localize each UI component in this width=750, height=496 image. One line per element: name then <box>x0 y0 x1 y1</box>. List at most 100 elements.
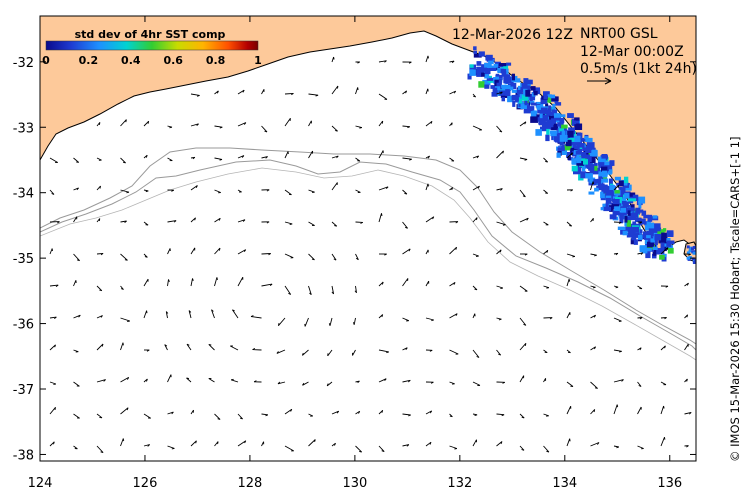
sst-pixel <box>585 163 591 168</box>
sst-pixel <box>599 184 604 190</box>
sst-pixel <box>622 201 629 208</box>
current-vector <box>261 283 273 287</box>
current-vector <box>237 413 243 420</box>
current-vector-head <box>430 121 433 124</box>
current-vector <box>496 125 503 133</box>
current-vector-head <box>352 322 355 325</box>
y-tick-label: -35 <box>13 252 34 267</box>
current-vector <box>378 93 388 100</box>
sst-pixel <box>576 160 585 166</box>
current-vector <box>96 315 103 319</box>
sst-pixel <box>623 207 630 215</box>
sst-pixel <box>551 118 555 123</box>
current-vector <box>402 221 408 229</box>
current-vector <box>566 152 573 159</box>
current-vector-head <box>639 347 642 351</box>
sst-pixel <box>652 253 657 259</box>
sst-pixel <box>659 232 668 240</box>
current-vector <box>566 406 572 415</box>
sst-pixel <box>589 178 595 184</box>
current-vector <box>284 445 294 452</box>
colorbar-ramp <box>45 40 259 51</box>
current-vector <box>378 281 384 287</box>
current-vector-head <box>617 185 620 188</box>
sst-pixel <box>686 245 690 249</box>
current-vector-head <box>357 61 361 64</box>
sst-pixel <box>577 149 583 155</box>
current-vector-head <box>639 317 643 320</box>
sst-pixel <box>645 251 651 259</box>
sst-pixel <box>603 188 607 194</box>
current-vector <box>120 189 130 193</box>
current-vector <box>378 349 389 353</box>
sst-pixel <box>485 54 493 61</box>
current-vector-head <box>265 414 269 417</box>
sst-pixel <box>494 61 501 66</box>
current-vector <box>230 379 239 383</box>
sst-pixel <box>624 193 630 199</box>
sst-pixel <box>556 152 561 158</box>
sst-pixel <box>686 256 690 260</box>
current-vector-head <box>78 314 81 318</box>
sst-pixel <box>594 187 599 192</box>
current-vector-head <box>384 60 387 63</box>
current-vector <box>49 157 58 163</box>
current-vector <box>566 312 571 319</box>
sst-pixel <box>523 106 531 114</box>
current-vector <box>190 247 196 255</box>
current-vector <box>590 181 594 191</box>
sst-pixel <box>600 207 604 211</box>
current-vector-head <box>593 409 596 413</box>
current-vector <box>496 413 505 416</box>
sst-pixel <box>503 74 511 79</box>
sst-pixel <box>561 124 568 129</box>
current-vector-head <box>381 213 383 216</box>
current-vector-head <box>145 190 149 193</box>
current-vector <box>208 378 215 383</box>
sst-pixel <box>637 209 644 213</box>
current-vector-head <box>432 216 435 220</box>
sst-pixel <box>541 107 548 115</box>
current-vector <box>566 278 570 287</box>
sst-pixel <box>546 128 550 135</box>
current-vector-head <box>145 155 148 158</box>
current-vector-head <box>124 220 127 223</box>
sst-pixel <box>503 77 508 84</box>
sst-pixel <box>614 176 621 181</box>
current-vector <box>96 379 106 383</box>
sst-pixel <box>567 130 574 138</box>
current-vector <box>472 381 481 386</box>
sst-pixel <box>605 197 611 204</box>
current-vector <box>167 445 175 449</box>
sst-pixel <box>562 144 567 149</box>
current-vector <box>566 381 574 387</box>
current-vector-head <box>381 450 385 453</box>
current-vector <box>214 277 218 287</box>
current-vector <box>590 314 596 319</box>
current-vector-head <box>427 55 429 59</box>
scale-label: 0.5m/s (1kt 24h) <box>580 61 697 77</box>
sst-pixel <box>537 108 542 114</box>
sst-pixel <box>501 63 509 69</box>
current-vector-head <box>618 221 622 224</box>
current-vector <box>190 123 199 127</box>
sst-pixel <box>630 204 635 208</box>
sst-pixel <box>544 94 552 98</box>
current-vector <box>284 408 293 415</box>
current-vector-head <box>186 343 190 346</box>
current-vector <box>590 346 596 351</box>
current-vector-head <box>120 288 124 290</box>
x-tick-label: 124 <box>28 476 53 491</box>
sst-pixel <box>624 176 629 184</box>
current-vector <box>237 440 247 447</box>
current-vector-head <box>243 122 247 125</box>
current-vector <box>637 406 642 415</box>
sst-pixel <box>484 73 490 79</box>
x-tick-label: 136 <box>657 476 682 491</box>
current-vector <box>284 285 292 295</box>
current-vector <box>190 93 200 96</box>
sst-pixel <box>550 94 556 99</box>
current-vector <box>637 381 642 387</box>
current-vector-head <box>664 345 666 349</box>
current-vector-head <box>328 323 331 326</box>
